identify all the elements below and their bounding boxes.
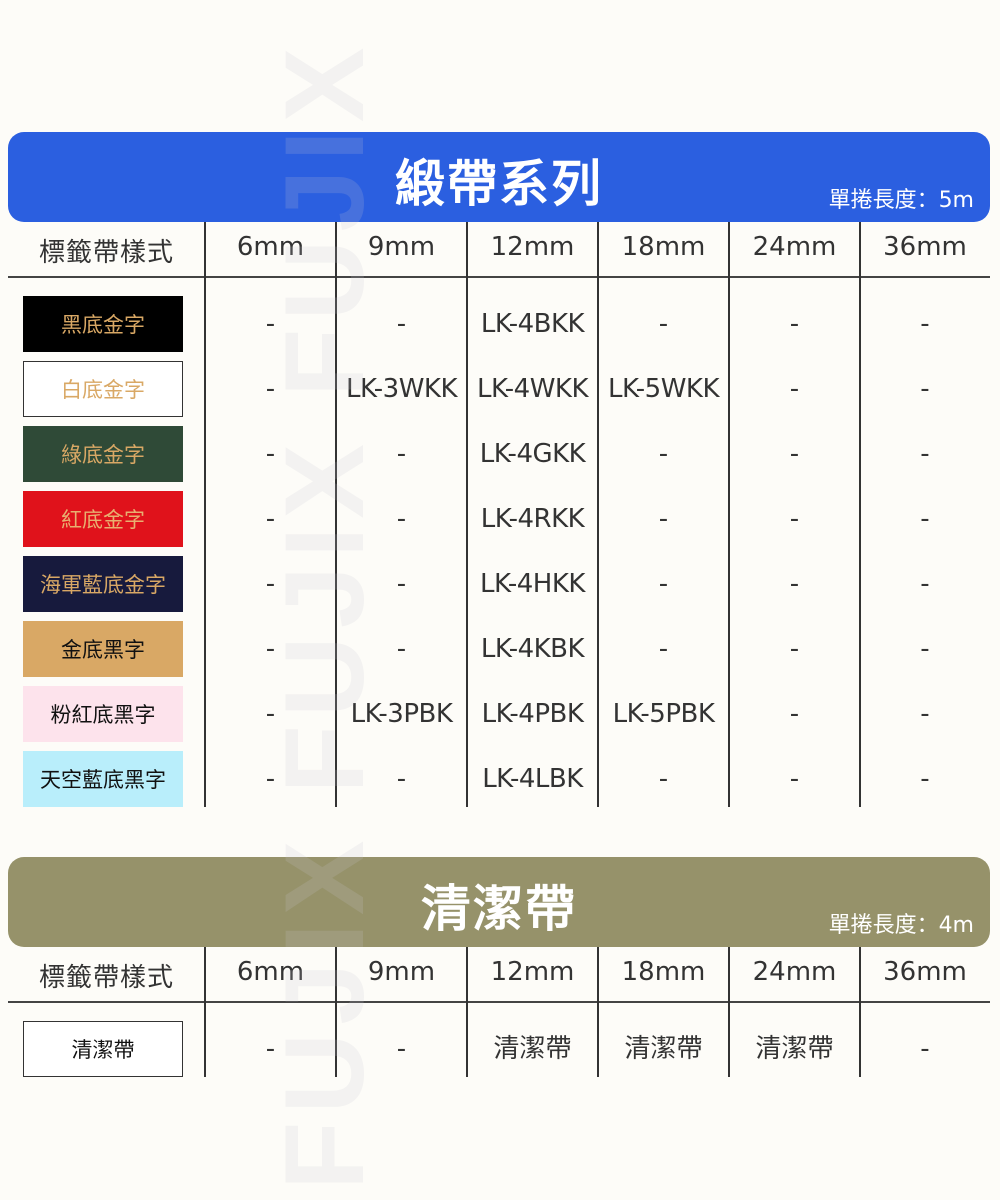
model-cell: - — [265, 439, 276, 469]
model-cell: - — [920, 634, 930, 664]
model-cell: - — [920, 764, 930, 794]
model-cell: LK-4BKK — [480, 309, 585, 339]
column-header: 6mm — [236, 232, 305, 262]
model-cell: LK-5WKK — [607, 374, 720, 404]
model-cell: 清潔帶 — [755, 1034, 834, 1064]
column-divider — [728, 947, 730, 1077]
column-divider — [466, 222, 468, 807]
model-cell: - — [920, 374, 930, 404]
column-header: 36mm — [883, 232, 967, 262]
model-cell: LK-4HKK — [480, 569, 585, 599]
section-banner: 緞帶系列單捲長度：5m — [8, 132, 990, 222]
column-header: 9mm — [367, 957, 436, 987]
model-cell: - — [265, 504, 276, 534]
section-title: 緞帶系列 — [395, 155, 603, 213]
model-cell: - — [658, 569, 669, 599]
model-cell: - — [920, 569, 930, 599]
model-cell: LK-4WKK — [476, 374, 589, 404]
model-cell: - — [789, 634, 800, 664]
column-divider — [597, 222, 599, 807]
roll-length: 單捲長度：4m — [828, 913, 974, 938]
model-cell: - — [789, 569, 800, 599]
column-divider — [859, 222, 861, 807]
column-header: 9mm — [367, 232, 436, 262]
tape-style-swatch: 海軍藍底金字 — [23, 556, 183, 612]
section-banner: 清潔帶單捲長度：4m — [8, 857, 990, 947]
model-cell: LK-4RKK — [480, 504, 585, 534]
tape-style-swatch: 黑底金字 — [23, 296, 183, 352]
tape-style-swatch: 粉紅底黑字 — [23, 686, 183, 742]
column-divider — [335, 222, 337, 807]
column-header: 標籤帶樣式 — [38, 963, 174, 993]
model-cell: - — [265, 309, 276, 339]
model-cell: - — [396, 764, 407, 794]
model-cell: LK-3PBK — [350, 699, 453, 729]
column-divider — [597, 947, 599, 1077]
model-cell: - — [658, 439, 669, 469]
model-cell: 清潔帶 — [624, 1034, 703, 1064]
column-header: 24mm — [752, 957, 837, 987]
model-cell: LK-4GKK — [479, 439, 586, 469]
model-cell: - — [789, 504, 800, 534]
model-cell: - — [789, 374, 800, 404]
model-cell: - — [265, 634, 276, 664]
model-cell: - — [920, 699, 930, 729]
tape-style-swatch: 紅底金字 — [23, 491, 183, 547]
model-cell: - — [658, 309, 669, 339]
model-cell: LK-4KBK — [480, 634, 585, 664]
model-cell: - — [396, 309, 407, 339]
model-cell: - — [789, 439, 800, 469]
tape-style-swatch: 金底黑字 — [23, 621, 183, 677]
column-header: 12mm — [490, 232, 575, 262]
model-cell: - — [265, 569, 276, 599]
header-row — [8, 947, 990, 1003]
column-divider — [859, 947, 861, 1077]
column-header: 36mm — [883, 957, 967, 987]
model-cell: LK-4PBK — [481, 699, 584, 729]
tape-style-swatch: 白底金字 — [23, 361, 183, 417]
column-divider — [204, 947, 206, 1077]
model-cell: 清潔帶 — [493, 1034, 572, 1064]
model-cell: - — [396, 634, 407, 664]
column-header: 18mm — [621, 957, 706, 987]
model-cell: - — [920, 504, 930, 534]
model-cell: LK-5PBK — [612, 699, 715, 729]
model-cell: LK-4LBK — [482, 764, 583, 794]
model-cell: LK-3WKK — [345, 374, 458, 404]
model-cell: - — [265, 764, 276, 794]
model-cell: - — [789, 309, 800, 339]
column-divider — [728, 222, 730, 807]
model-cell: - — [789, 764, 800, 794]
model-cell: - — [920, 1034, 930, 1064]
model-cell: - — [396, 1034, 407, 1064]
model-cell: - — [920, 439, 930, 469]
column-header: 12mm — [490, 957, 575, 987]
column-divider — [204, 222, 206, 807]
model-cell: - — [658, 504, 669, 534]
model-cell: - — [396, 569, 407, 599]
model-cell: - — [265, 699, 276, 729]
model-cell: - — [920, 309, 930, 339]
model-cell: - — [265, 374, 276, 404]
column-header: 6mm — [236, 957, 305, 987]
column-header: 18mm — [621, 232, 706, 262]
roll-length: 單捲長度：5m — [828, 188, 974, 213]
section-title: 清潔帶 — [421, 880, 577, 938]
model-cell: - — [396, 504, 407, 534]
model-cell: - — [396, 439, 407, 469]
tape-style-swatch: 天空藍底黑字 — [23, 751, 183, 807]
tape-style-swatch: 清潔帶 — [23, 1021, 183, 1077]
model-cell: - — [789, 699, 800, 729]
column-divider — [466, 947, 468, 1077]
column-header: 標籤帶樣式 — [38, 238, 174, 268]
header-row — [8, 222, 990, 278]
tape-style-swatch: 綠底金字 — [23, 426, 183, 482]
model-cell: - — [658, 764, 669, 794]
column-divider — [335, 947, 337, 1077]
model-cell: - — [265, 1034, 276, 1064]
column-header: 24mm — [752, 232, 837, 262]
model-cell: - — [658, 634, 669, 664]
